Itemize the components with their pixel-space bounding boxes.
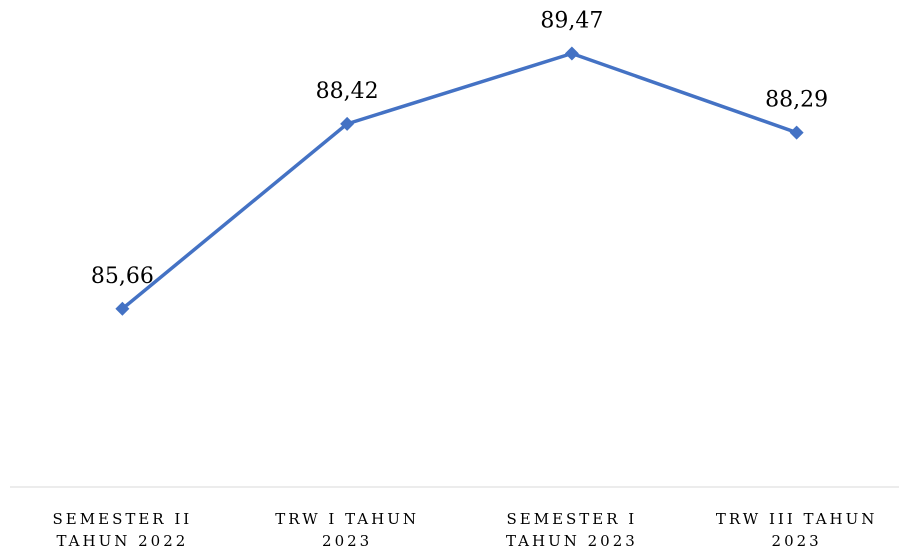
data-label: 88,29: [765, 88, 828, 113]
x-tick-label: SEMESTER II TAHUN 2022: [52, 510, 193, 550]
x-tick-label: TRW III TAHUN 2023: [715, 510, 878, 550]
marker: [564, 46, 579, 61]
marker: [789, 125, 804, 140]
data-label: 89,47: [540, 9, 603, 34]
x-tick-label: SEMESTER I TAHUN 2023: [505, 510, 638, 550]
marker: [115, 301, 130, 316]
data-label: 85,66: [91, 264, 154, 289]
line: [121, 51, 798, 311]
data-label: 88,42: [316, 79, 379, 104]
marker: [340, 116, 355, 131]
x-tick-label: TRW I TAHUN 2023: [275, 510, 419, 550]
